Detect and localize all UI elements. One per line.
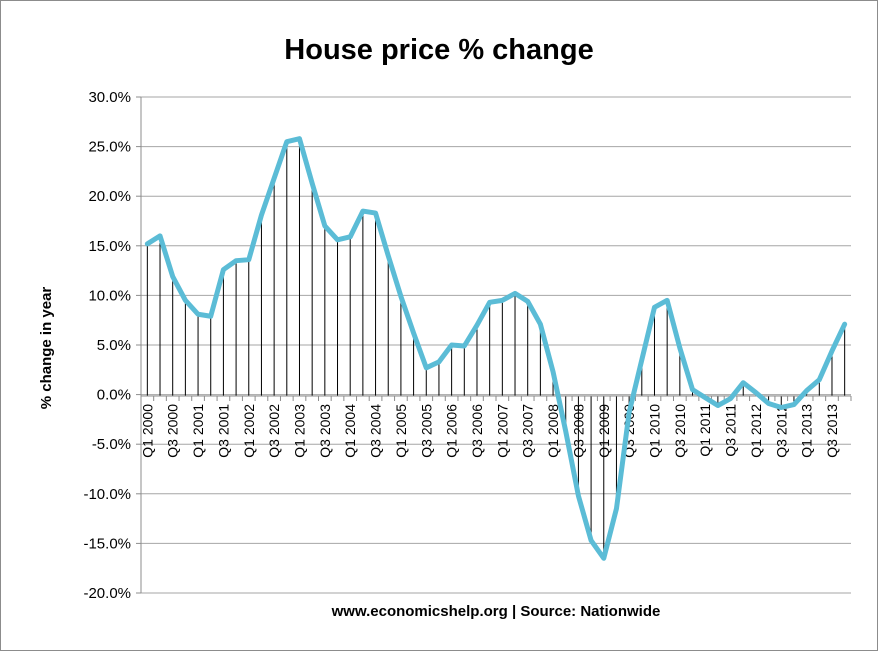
y-tick-label: 30.0% [88, 89, 131, 106]
x-tick-label: Q3 2013 [824, 404, 840, 458]
x-tick-label: Q1 2008 [545, 404, 561, 458]
y-tick-label: 20.0% [88, 188, 131, 205]
chart-title: House price % change [284, 34, 593, 66]
y-tick-label: 10.0% [88, 287, 131, 304]
x-tick-label: Q1 2007 [494, 404, 510, 458]
x-tick-label: Q1 2006 [444, 404, 460, 458]
y-tick-label: -15.0% [83, 535, 131, 552]
x-tick-label: Q1 2003 [291, 404, 307, 458]
x-tick-label: Q1 2002 [241, 404, 257, 458]
x-tick-label: Q3 2004 [368, 404, 384, 458]
y-tick-label: -5.0% [92, 436, 131, 453]
x-tick-label: Q1 2010 [646, 404, 662, 458]
x-tick-label: Q3 2008 [570, 404, 586, 458]
drop-lines [146, 138, 846, 559]
x-tick-label: Q1 2004 [342, 404, 358, 458]
x-tick-label: Q3 2007 [520, 404, 536, 458]
y-tick-label: 15.0% [88, 238, 131, 255]
x-tick-label: Q1 2009 [596, 404, 612, 458]
series-line [144, 136, 848, 561]
x-axis-ticks: Q1 2000 Q3 2000 Q1 2001 Q3 2001 Q1 2002 Q3 20… [139, 396, 852, 458]
x-tick-label: Q3 2012 [773, 404, 789, 458]
x-tick-label: Q1 2011 [697, 404, 713, 457]
x-tick-label: Q3 2002 [266, 404, 282, 458]
x-tick-label: Q3 2001 [215, 404, 231, 458]
series-line-group [144, 136, 848, 561]
x-tick-label: Q3 2011 [723, 404, 739, 457]
x-tick-label: Q1 2005 [393, 404, 409, 458]
y-tick-label: 5.0% [97, 337, 131, 354]
y-tick-label: -20.0% [83, 585, 131, 602]
x-tick-label: Q1 2013 [799, 404, 815, 458]
x-tick-label: Q1 2001 [190, 404, 206, 458]
x-tick-label: Q3 2005 [418, 404, 434, 458]
x-tick-label: Q3 2006 [469, 404, 485, 458]
y-tick-label: 0.0% [97, 387, 131, 404]
x-tick-label: Q1 2000 [139, 404, 155, 458]
x-tick-label: Q3 2003 [317, 404, 333, 458]
x-tick-label: Q3 2000 [165, 404, 181, 458]
y-axis-label: % change in year [38, 287, 55, 410]
y-axis-ticks: 30.0% 25.0% 20.0% 15.0% 10.0% 5.0% 0.0% -5.0% -1… [83, 89, 141, 602]
x-tick-label: Q1 2012 [748, 404, 764, 458]
y-tick-label: 25.0% [88, 139, 131, 156]
source-note: www.economicshelp.org | Source: Nationwi… [331, 603, 661, 620]
gridlines [141, 96, 851, 594]
x-tick-label: Q3 2010 [672, 404, 688, 458]
y-tick-label: -10.0% [83, 486, 131, 503]
